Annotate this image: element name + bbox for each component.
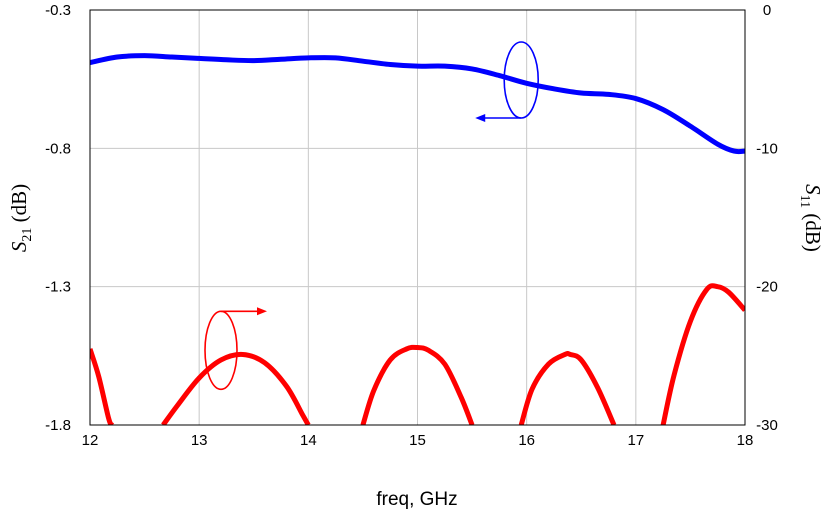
- x-tick-label: 13: [191, 432, 208, 449]
- x-tick-label: 16: [518, 432, 535, 449]
- right-y-tick-label: 0: [763, 2, 771, 19]
- right-y-tick-labels: 0 -10 -20 -30: [756, 2, 778, 434]
- right-y-tick-label: -30: [756, 417, 778, 434]
- right-y-axis-title: S11 (dB): [797, 184, 825, 252]
- x-axis-title: freq, GHz: [376, 489, 457, 510]
- s21-series-line: [90, 53, 745, 155]
- left-y-tick-label: -1.3: [45, 279, 71, 296]
- left-y-tick-label: -1.8: [45, 417, 71, 434]
- s11-annotation-arrowhead: [257, 307, 267, 316]
- left-y-axis-unit: (dB): [7, 184, 31, 228]
- right-y-axis-subscript: 11: [797, 195, 812, 208]
- left-y-axis-subscript: 21: [20, 228, 35, 242]
- x-tick-label: 12: [82, 432, 99, 449]
- s11-series-segment: [360, 344, 475, 425]
- s11-series-segment: [518, 350, 617, 425]
- left-y-tick-label: -0.8: [45, 140, 71, 157]
- s11-series-segment: [161, 351, 311, 425]
- right-y-axis-symbol: S: [801, 184, 825, 195]
- s11-annotation-ellipse: [204, 310, 238, 391]
- left-y-axis-symbol: S: [7, 241, 31, 252]
- left-y-axis-title: S21 (dB): [7, 184, 35, 252]
- x-tick-labels: 12 13 14 15 16 17 18: [82, 432, 754, 449]
- x-tick-label: 15: [409, 432, 426, 449]
- s11-series-segment: [660, 283, 745, 425]
- x-tick-label: 18: [737, 432, 754, 449]
- plot-frame: [89, 9, 746, 426]
- left-y-tick-labels: -0.3 -0.8 -1.3 -1.8: [45, 2, 71, 434]
- left-y-tick-label: -0.3: [45, 2, 71, 19]
- right-y-tick-label: -20: [756, 279, 778, 296]
- grid-lines: [90, 10, 745, 425]
- right-y-tick-label: -10: [756, 140, 778, 157]
- x-tick-label: 17: [627, 432, 644, 449]
- s21-annotation-arrowhead: [475, 113, 486, 122]
- annotations: [204, 41, 540, 391]
- right-y-axis-unit: (dB): [801, 208, 825, 252]
- curves: [90, 53, 745, 425]
- s11-series-segment: [90, 348, 115, 425]
- x-tick-label: 14: [300, 432, 317, 449]
